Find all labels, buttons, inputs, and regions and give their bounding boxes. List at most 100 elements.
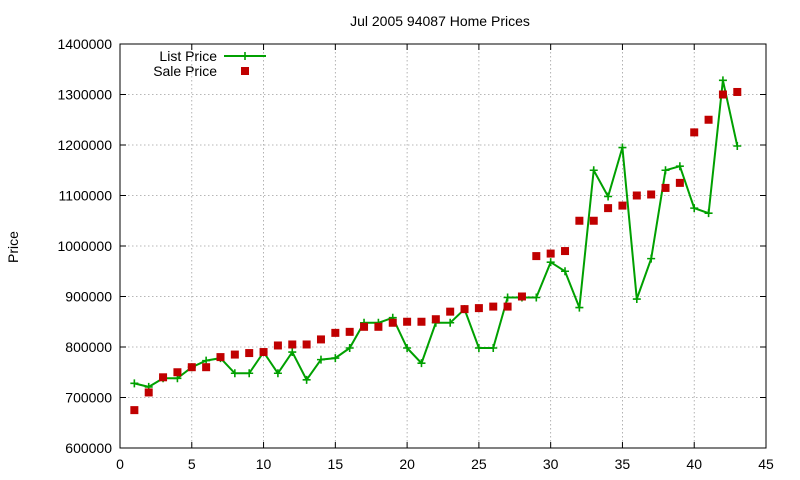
sale-price-point — [216, 353, 225, 362]
sale-price-point — [288, 340, 297, 349]
list-price-point — [733, 142, 742, 151]
sale-price-point — [474, 304, 483, 313]
sale-price-point — [546, 249, 555, 258]
sale-price-point — [130, 406, 139, 415]
list-price-point — [618, 143, 627, 152]
x-tick-label: 5 — [188, 456, 196, 472]
x-tick-label: 35 — [615, 456, 631, 472]
sale-price-point — [690, 128, 699, 137]
sale-price-point — [417, 317, 426, 326]
sale-price-point — [460, 305, 469, 314]
list-price-point — [474, 344, 483, 353]
sale-price-point — [675, 178, 684, 187]
list-price-point — [288, 348, 297, 357]
list-price-point — [403, 344, 412, 353]
sale-price-point — [431, 315, 440, 324]
x-tick-label: 25 — [471, 456, 487, 472]
list-price-point — [675, 162, 684, 171]
list-price-point — [532, 293, 541, 302]
list-price-point — [273, 369, 282, 378]
x-tick-labels: 0 5 10 15 20 25 30 35 40 45 — [116, 456, 774, 472]
y-tick-label: 900000 — [65, 289, 112, 305]
y-tick-label: 600000 — [65, 440, 112, 456]
sale-price-point — [604, 204, 613, 213]
y-tick-label: 1200000 — [57, 137, 112, 153]
sale-price-point — [632, 191, 641, 200]
sale-price-point — [374, 322, 383, 331]
y-tick-labels: 600000 700000 800000 900000 1000000 1100000 12… — [57, 36, 112, 456]
sale-price-point — [273, 341, 282, 350]
list-price-point — [604, 192, 613, 201]
sale-price-point — [575, 216, 584, 225]
sale-price-point — [331, 328, 340, 337]
sale-price-point — [489, 302, 498, 311]
list-price-point — [130, 379, 139, 388]
list-price-point — [661, 166, 670, 175]
sale-price-point — [704, 115, 713, 124]
sale-price-point — [589, 216, 598, 225]
list-price-point — [589, 166, 598, 175]
x-tick-label: 20 — [399, 456, 415, 472]
list-price-point — [718, 76, 727, 85]
sale-price-point — [173, 368, 182, 377]
y-axis-label: Price — [5, 231, 21, 263]
sale-price-point — [618, 201, 627, 210]
legend-label-sale-price: Sale Price — [153, 63, 217, 79]
sale-price-point — [144, 388, 153, 397]
x-tick-label: 0 — [116, 456, 124, 472]
list-price-point — [316, 355, 325, 364]
list-price-point — [503, 293, 512, 302]
list-price-point — [561, 267, 570, 276]
chart-title: Jul 2005 94087 Home Prices — [350, 13, 530, 29]
x-tick-label: 40 — [686, 456, 702, 472]
list-price-point — [302, 375, 311, 384]
list-price-point — [546, 258, 555, 267]
x-tick-label: 10 — [256, 456, 272, 472]
list-price-point — [632, 295, 641, 304]
legend-swatch-sale-price — [241, 67, 249, 75]
sale-price-point — [230, 350, 239, 359]
grid — [120, 44, 766, 448]
sale-price-point — [388, 318, 397, 327]
sale-price-point — [302, 340, 311, 349]
y-tick-label: 1300000 — [57, 87, 112, 103]
list-price-point — [331, 354, 340, 363]
sale-price-point — [187, 363, 196, 372]
series-line-list-price — [134, 80, 739, 388]
sale-price-point — [532, 252, 541, 261]
y-tick-label: 1100000 — [59, 188, 113, 204]
x-tick-label: 30 — [543, 456, 559, 472]
list-price-point — [417, 359, 426, 368]
sale-price-point — [733, 87, 742, 96]
y-tick-label: 800000 — [65, 339, 112, 355]
sale-price-point — [446, 307, 455, 316]
sale-price-point — [647, 190, 656, 199]
list-price-point — [575, 303, 584, 312]
sale-price-point — [503, 302, 512, 311]
plot-frame — [119, 43, 767, 449]
list-price-point — [690, 204, 699, 213]
legend-marker-list-price — [241, 52, 249, 60]
list-price-point — [345, 344, 354, 353]
list-price-point — [446, 318, 455, 327]
y-tick-label: 700000 — [65, 390, 112, 406]
list-price-point — [230, 369, 239, 378]
series-layer — [130, 76, 742, 415]
sale-price-point — [403, 317, 412, 326]
list-price-point — [647, 254, 656, 263]
sale-price-point — [360, 322, 369, 331]
sale-price-point — [259, 348, 268, 357]
sale-price-point — [345, 327, 354, 336]
sale-price-point — [202, 363, 211, 372]
sale-price-point — [561, 247, 570, 256]
sale-price-point — [316, 335, 325, 344]
list-price-point — [704, 209, 713, 218]
y-tick-label: 1000000 — [57, 238, 112, 254]
legend-label-list-price: List Price — [159, 48, 217, 64]
sale-price-point — [159, 373, 168, 382]
list-price-point — [489, 344, 498, 353]
sale-price-point — [718, 90, 727, 99]
legend: List Price Sale Price — [153, 48, 266, 79]
x-tick-label: 15 — [328, 456, 344, 472]
